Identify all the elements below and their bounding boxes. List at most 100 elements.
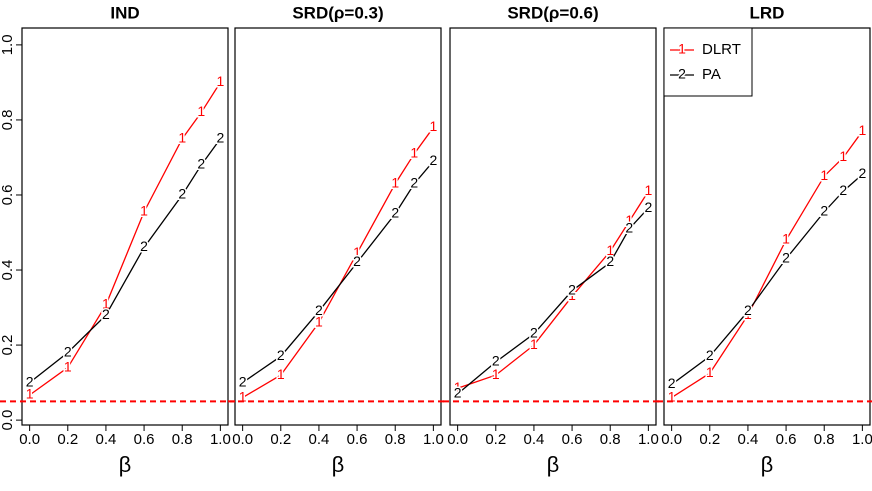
point-marker: 2 (391, 204, 399, 220)
series-line (457, 190, 649, 389)
legend-label: DLRT (702, 41, 741, 58)
series-line (457, 207, 649, 395)
x-tick-label: 0.6 (134, 431, 155, 448)
x-tick-label: 0.0 (661, 431, 682, 448)
x-tick-label: 0.8 (172, 431, 193, 448)
x-tick-label: 0.0 (447, 431, 468, 448)
panel-frame (449, 27, 657, 426)
point-marker: 1 (102, 296, 110, 312)
x-tick-label: 0.4 (308, 431, 329, 448)
point-marker: 2 (454, 385, 462, 401)
series-line (29, 82, 221, 396)
x-tick-label: 0.4 (523, 431, 544, 448)
point-marker: 1 (410, 144, 418, 160)
panel-title: SRD(ρ=0.3) (292, 3, 383, 22)
point-marker: 2 (839, 182, 847, 198)
point-marker: 2 (744, 302, 752, 318)
point-marker: 1 (625, 212, 633, 228)
point-marker: 2 (315, 302, 323, 318)
point-marker: 1 (454, 379, 462, 395)
point-marker: 1 (820, 167, 828, 183)
point-marker: 1 (706, 364, 714, 380)
y-tick-label: 0.6 (0, 185, 16, 206)
series-line (671, 130, 863, 399)
x-tick-label: 1.0 (852, 431, 872, 448)
point-marker: 1 (744, 306, 752, 322)
point-marker: 2 (140, 238, 148, 254)
series-line (242, 160, 434, 384)
point-marker: 2 (410, 174, 418, 190)
point-marker: 2 (216, 129, 224, 145)
point-marker: 1 (216, 73, 224, 89)
point-marker: 2 (197, 156, 205, 172)
x-tick-label: 1.0 (210, 431, 231, 448)
point-marker: 2 (625, 219, 633, 235)
panel-frame (234, 27, 442, 426)
legend-box (663, 27, 753, 97)
x-tick-label: 0.4 (95, 431, 116, 448)
legend-label: PA (702, 66, 721, 83)
point-marker: 1 (315, 313, 323, 329)
point-marker: 1 (353, 244, 361, 260)
point-marker: 1 (782, 231, 790, 247)
x-axis-label: β (119, 452, 132, 477)
point-marker: 2 (568, 281, 576, 297)
point-marker: 1 (178, 129, 186, 145)
point-marker: 1 (492, 366, 500, 382)
x-axis-label: β (547, 452, 560, 477)
point-marker: 1 (277, 366, 285, 382)
point-marker: 1 (606, 242, 614, 258)
x-tick-label: 0.8 (385, 431, 406, 448)
panel-title: IND (110, 3, 139, 22)
x-tick-label: 0.6 (347, 431, 368, 448)
point-marker: 1 (839, 148, 847, 164)
point-marker: 2 (530, 325, 538, 341)
point-marker: 2 (26, 373, 34, 389)
point-marker: 2 (644, 199, 652, 215)
x-tick-label: 1.0 (638, 431, 659, 448)
point-marker: 2 (277, 347, 285, 363)
panel-title: LRD (750, 3, 785, 22)
point-marker: 1 (429, 118, 437, 134)
y-tick-label: 0.2 (0, 335, 16, 356)
point-marker: 1 (858, 122, 866, 138)
x-tick-label: 0.8 (814, 431, 835, 448)
point-marker: 2 (102, 306, 110, 322)
x-tick-label: 0.0 (19, 431, 40, 448)
x-tick-label: 0.8 (600, 431, 621, 448)
point-marker: 2 (353, 253, 361, 269)
point-marker: 1 (239, 388, 247, 404)
x-axis-label: β (761, 452, 774, 477)
point-marker: 1 (530, 336, 538, 352)
point-marker: 2 (706, 347, 714, 363)
x-tick-label: 0.6 (776, 431, 797, 448)
panel-frame (663, 27, 871, 426)
point-marker: 1 (668, 388, 676, 404)
series-line (242, 127, 434, 399)
x-tick-label: 0.6 (562, 431, 583, 448)
x-tick-label: 0.2 (485, 431, 506, 448)
point-marker: 2 (178, 186, 186, 202)
legend-marker: 2 (678, 66, 686, 82)
point-marker: 1 (140, 203, 148, 219)
y-tick-label: 0.0 (0, 410, 16, 431)
x-tick-label: 0.0 (232, 431, 253, 448)
point-marker: 2 (64, 343, 72, 359)
x-tick-label: 1.0 (423, 431, 444, 448)
x-tick-label: 0.4 (737, 431, 758, 448)
point-marker: 2 (668, 375, 676, 391)
x-tick-label: 0.2 (699, 431, 720, 448)
point-marker: 1 (391, 174, 399, 190)
y-tick-label: 1.0 (0, 34, 16, 55)
point-marker: 2 (820, 203, 828, 219)
series-line (29, 138, 221, 384)
point-marker: 1 (197, 103, 205, 119)
y-tick-label: 0.8 (0, 110, 16, 131)
legend-marker: 1 (678, 41, 686, 57)
point-marker: 2 (492, 353, 500, 369)
point-marker: 2 (606, 253, 614, 269)
point-marker: 1 (644, 182, 652, 198)
x-tick-label: 0.2 (270, 431, 291, 448)
point-marker: 2 (858, 165, 866, 181)
panel-title: SRD(ρ=0.6) (507, 3, 598, 22)
